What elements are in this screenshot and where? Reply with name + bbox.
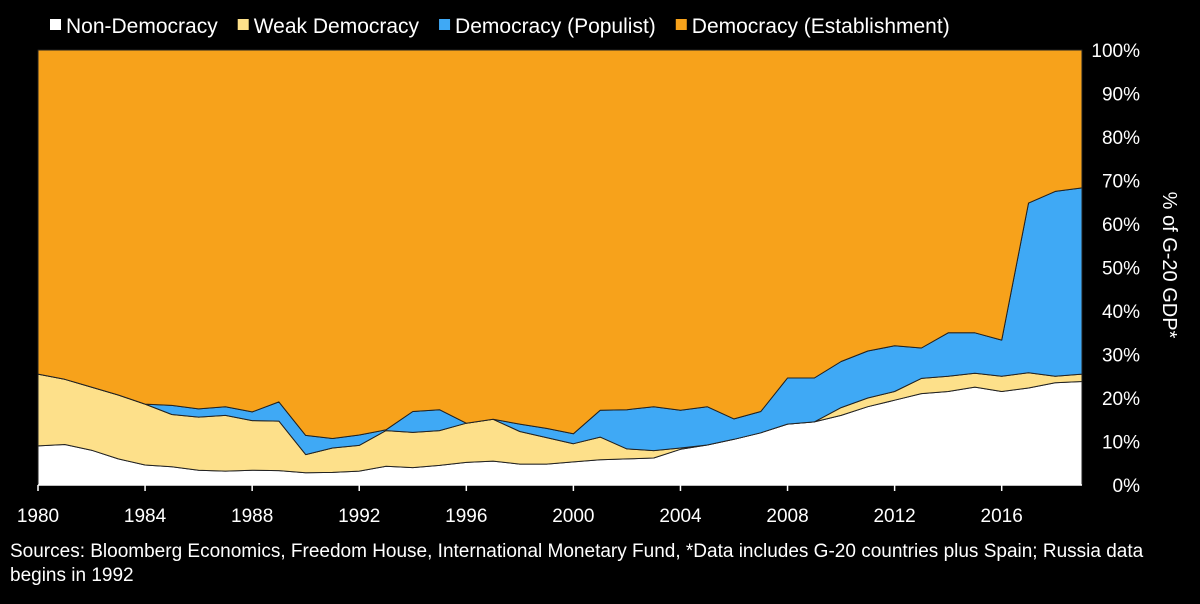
x-tick-label: 2008 [766,506,808,527]
y-tick-label: 60% [1102,215,1140,236]
y-tick-label: 40% [1102,302,1140,323]
area-democracy-establishment [37,49,1083,439]
legend-swatch-weak-democracy [237,19,249,30]
legend-label-weak-democracy: Weak Democracy [254,15,420,38]
legend-swatch-democracy-establishment [675,19,687,30]
x-tick-label: 2012 [873,506,915,527]
x-tick-label: 1980 [17,506,59,527]
x-tick-label: 2000 [552,506,594,527]
x-tick-label: 2016 [981,506,1023,527]
legend-label-democracy-populist: Democracy (Populist) [455,15,656,38]
legend-label-democracy-establishment: Democracy (Establishment) [692,15,950,38]
axes: 1980 1984 1988 1992 1996 2000 2004 2008 2012 2016… [17,41,1140,527]
x-tick-label: 1984 [124,506,167,527]
legend: Non-Democracy Weak Democracy Democracy (Po… [50,15,950,38]
y-tick-label: 100% [1091,41,1140,62]
y-tick-label: 30% [1102,346,1140,367]
legend-swatch-democracy-populist [439,19,451,30]
source-note: Sources: Bloomberg Economics, Freedom Ho… [10,541,1144,586]
y-tick-label: 80% [1102,128,1140,149]
y-tick-label: 90% [1102,85,1140,106]
y-axis-title: % of G-20 GDP* [1158,192,1180,339]
legend-swatch-non-democracy [50,19,61,30]
y-tick-label: 50% [1102,259,1140,280]
x-tick-label: 1988 [231,506,273,527]
legend-label-non-democracy: Non-Democracy [66,15,218,38]
x-tick-label: 2004 [659,506,702,527]
y-tick-label: 10% [1102,433,1140,454]
y-tick-label: 20% [1102,389,1140,410]
y-tick-label: 0% [1113,476,1141,497]
x-tick-label: 1992 [338,506,380,527]
area-series-group [37,49,1083,486]
x-tick-label: 1996 [445,506,487,527]
y-tick-label: 70% [1102,172,1140,193]
